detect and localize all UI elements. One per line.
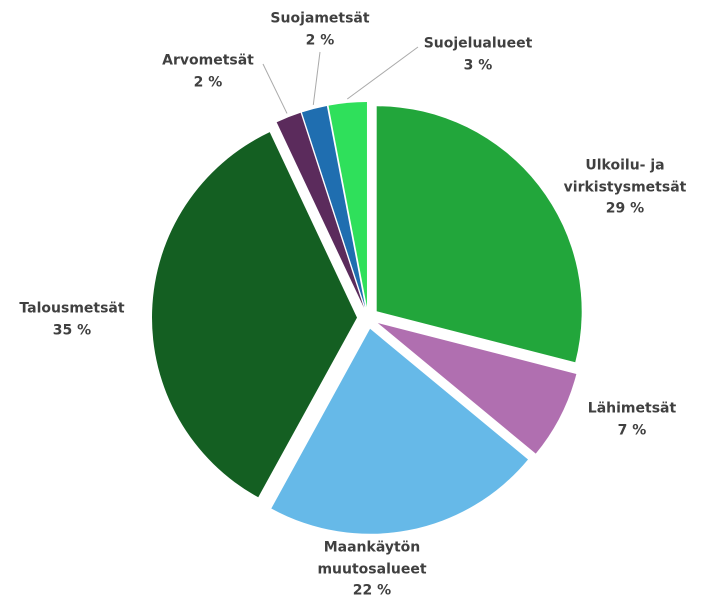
value-label: 22 % xyxy=(352,582,392,599)
category-name: Lähimetsät xyxy=(587,400,677,417)
category-name: Suojametsät xyxy=(270,10,370,27)
category-name: Talousmetsät xyxy=(19,300,125,317)
leader-line xyxy=(347,46,419,100)
slice-label: Suojelualueet 3 % xyxy=(413,33,543,76)
pie-slice xyxy=(152,132,358,498)
slice-label: Maankäytön muutosalueet 22 % xyxy=(307,537,437,602)
category-name: Ulkoilu- ja virkistysmetsät xyxy=(563,157,687,196)
leader-line xyxy=(312,51,321,105)
value-label: 2 % xyxy=(193,74,223,90)
slice-label: Suojametsät 2 % xyxy=(260,8,380,51)
category-name: Suojelualueet xyxy=(423,35,533,52)
value-label: 2 % xyxy=(305,32,335,48)
slice-label: Lähimetsät 7 % xyxy=(572,398,692,441)
pie-slice xyxy=(376,106,582,363)
value-label: 7 % xyxy=(617,422,647,438)
slice-label: Ulkoilu- ja virkistysmetsät 29 % xyxy=(550,155,700,220)
pie-slice xyxy=(377,322,577,454)
value-label: 3 % xyxy=(463,57,493,73)
leader-line xyxy=(262,63,288,114)
pie-slice xyxy=(276,112,364,308)
slice-label: Talousmetsät 35 % xyxy=(12,298,132,341)
pie-slice xyxy=(328,102,367,308)
category-name: Arvometsät xyxy=(162,52,254,69)
value-label: 29 % xyxy=(605,200,645,217)
value-label: 35 % xyxy=(52,322,92,338)
category-name: Maankäytön muutosalueet xyxy=(317,539,427,578)
slice-label: Arvometsät 2 % xyxy=(148,50,268,93)
pie-slice xyxy=(301,105,366,308)
pie-slice xyxy=(271,328,529,534)
